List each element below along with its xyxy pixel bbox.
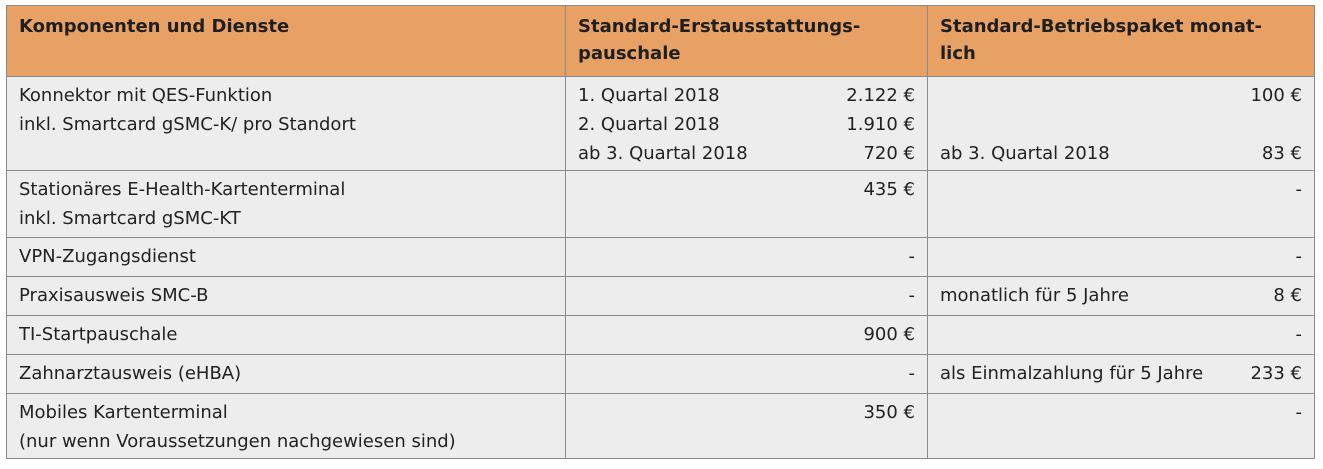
operating-cost-cell: -	[927, 393, 1315, 459]
operating-cost-cell: -	[927, 237, 1315, 277]
table-row: TI-Startpauschale 900 € -	[6, 315, 1315, 355]
operating-cost-cell: 100 € ab 3. Quartal 2018 83 €	[927, 76, 1315, 171]
component-cell: Mobiles Kartenterminal (nur wenn Vorauss…	[6, 393, 566, 459]
table-header-row: Komponenten und Dienste Standard-Erstaus…	[6, 5, 1315, 77]
table-row: Praxisausweis SMC-B - monatlich für 5 Ja…	[6, 276, 1315, 316]
header-operating-package: Standard-Betriebspaket monat- lich	[927, 5, 1315, 77]
component-cell: Stationäres E-Health-Kartenterminal inkl…	[6, 170, 566, 238]
table-row: VPN-Zugangsdienst - -	[6, 237, 1315, 277]
table-row: Stationäres E-Health-Kartenterminal inkl…	[6, 170, 1315, 238]
initial-cost-cell: 900 €	[565, 315, 928, 355]
table-row: Konnektor mit QES-Funktion inkl. Smartca…	[6, 76, 1315, 171]
component-cell: Zahnarztausweis (eHBA)	[6, 354, 566, 394]
cost-table: Komponenten und Dienste Standard-Erstaus…	[6, 5, 1315, 459]
initial-cost-cell: 350 €	[565, 393, 928, 459]
initial-cost-cell: 435 €	[565, 170, 928, 238]
header-initial-package: Standard-Erstausstattungs- pauschale	[565, 5, 928, 77]
initial-cost-cell: -	[565, 354, 928, 394]
component-cell: Konnektor mit QES-Funktion inkl. Smartca…	[6, 76, 566, 171]
component-cell: VPN-Zugangsdienst	[6, 237, 566, 277]
header-components: Komponenten und Dienste	[6, 5, 566, 77]
operating-cost-cell: -	[927, 315, 1315, 355]
table-row: Mobiles Kartenterminal (nur wenn Vorauss…	[6, 393, 1315, 459]
table-row: Zahnarztausweis (eHBA) - als Einmalzahlu…	[6, 354, 1315, 394]
initial-cost-cell: -	[565, 276, 928, 316]
operating-cost-cell: als Einmalzahlung für 5 Jahre 233 €	[927, 354, 1315, 394]
operating-cost-cell: monatlich für 5 Jahre 8 €	[927, 276, 1315, 316]
initial-cost-cell: -	[565, 237, 928, 277]
initial-cost-cell: 1. Quartal 2018 2.122 € 2. Quartal 2018 1.…	[565, 76, 928, 171]
component-cell: Praxisausweis SMC-B	[6, 276, 566, 316]
operating-cost-cell: -	[927, 170, 1315, 238]
component-cell: TI-Startpauschale	[6, 315, 566, 355]
